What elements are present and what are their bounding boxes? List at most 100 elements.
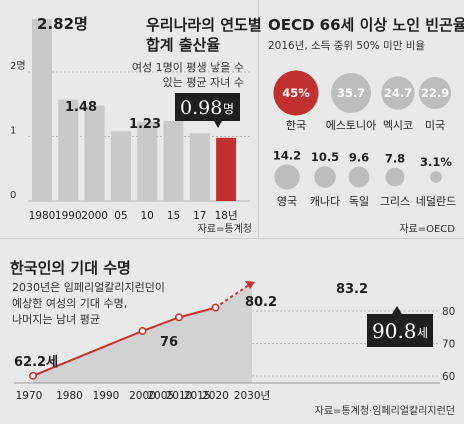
life-projection-line <box>214 282 253 309</box>
oecd-value-label: 7.8 <box>385 152 405 166</box>
oecd-country-label: 그리스 <box>380 195 410 208</box>
oecd-country-label: 캐나다 <box>310 195 340 208</box>
life-point-marker <box>175 313 183 322</box>
oecd-chart: OECD 66세 이상 노인 빈곤율 2016년, 소득 중위 50% 미만 비… <box>268 16 464 235</box>
life-x-tick-label: 1990 <box>93 390 120 402</box>
oecd-country-label: 독일 <box>349 194 369 208</box>
life-y-tick-label: 80 <box>442 306 455 318</box>
oecd-country-label: 에스토니아 <box>326 119 377 132</box>
fertility-x-tick-label: 1980 <box>29 210 56 222</box>
oecd-value-label: 14.2 <box>273 148 301 162</box>
fertility-subtitle-line1: 여성 1명이 평생 낳을 수 <box>132 61 244 74</box>
life-note-line2: 예상한 여성의 기대 수명, <box>12 297 127 310</box>
fertility-bar-1980 <box>32 19 52 201</box>
fertility-bar-10 <box>137 121 158 201</box>
fertility-bar-05 <box>110 131 131 201</box>
life-y-tick-label: 60 <box>442 371 455 383</box>
life-point-label-2010: 80.2 <box>245 295 277 310</box>
life-callout <box>367 314 433 347</box>
fertility-x-tick-label: 1990 <box>55 210 82 222</box>
life-x-tick-label: 2020 <box>202 390 229 402</box>
oecd-country-label: 네덜란드 <box>416 195 456 208</box>
fertility-bar-15 <box>163 121 184 201</box>
fertility-bars <box>32 19 237 201</box>
life-callout-unit: 세 <box>417 326 428 340</box>
oecd-bubble-한국 <box>273 70 319 116</box>
pointer-triangle-icon <box>214 121 222 128</box>
fertility-bar-17 <box>189 133 210 201</box>
life-note-line1: 2030년은 임페리얼칼리지런던이 <box>12 280 165 294</box>
oecd-title: OECD 66세 이상 노인 빈곤율 <box>268 16 464 34</box>
fertility-x-tick-label: 2000 <box>81 210 108 222</box>
life-x-tick-label: 2010 <box>166 390 193 402</box>
life-x-tick-label: 2000 <box>129 390 156 402</box>
life-point-label-2020: 83.2 <box>336 282 368 297</box>
oecd-value-label: 22.9 <box>421 86 449 100</box>
fertility-x-tick-label: 05 <box>114 210 127 222</box>
oecd-bubble-에스토니아 <box>330 72 372 114</box>
arrow-head-icon <box>245 280 255 289</box>
life-chart: 한국인의 기대 수명 2030년은 임페리얼칼리지런던이 예상한 여성의 기대 … <box>10 259 455 417</box>
life-x-tick-label: 1980 <box>56 390 83 402</box>
life-x-tick-label: 1970 <box>16 390 43 402</box>
life-x-tick-label: 2030년 <box>234 390 270 402</box>
fertility-x-tick-label: 10 <box>141 210 154 222</box>
fertility-y-tick-label: 2명 <box>10 60 26 72</box>
fertility-first-value-label: 2.82명 <box>37 15 88 33</box>
life-point-marker <box>138 327 147 335</box>
life-y-ticks: 60 70 80 <box>442 306 455 383</box>
fertility-x-tick-label: 17 <box>193 210 206 222</box>
oecd-bubble-미국 <box>418 76 452 110</box>
oecd-value-label: 24.7 <box>384 86 412 100</box>
life-point-marker <box>211 303 220 312</box>
life-note-line3: 나머지는 남녀 평균 <box>12 313 100 326</box>
section-divider-horizontal <box>0 238 464 239</box>
fertility-y-tick-label: 1 <box>10 126 16 137</box>
oecd-country-label: 미국 <box>425 119 445 132</box>
oecd-country-label: 영국 <box>277 195 297 208</box>
oecd-value-label: 10.5 <box>311 150 339 164</box>
oecd-bubble-독일 <box>348 166 370 188</box>
fertility-bar-18년 <box>216 137 237 201</box>
fertility-highlight-value: 0.98 <box>180 97 222 119</box>
fertility-highlight-unit: 명 <box>223 102 234 116</box>
life-area-series <box>14 280 440 384</box>
life-point-label-2000: 76 <box>160 335 178 350</box>
oecd-bubble-그리스 <box>385 167 405 187</box>
life-line <box>32 306 216 377</box>
life-source: 자료=통계청·임페리얼칼리지런던 <box>315 404 455 417</box>
pointer-triangle-icon <box>392 306 402 314</box>
fertility-y-tick-label: 0 <box>10 190 16 201</box>
fertility-bar-1990 <box>58 99 79 201</box>
life-point-marker <box>29 371 37 380</box>
fertility-bar-2000 <box>84 105 105 201</box>
oecd-value-label: 9.6 <box>349 151 369 165</box>
oecd-bubble-네덜란드 <box>430 171 442 183</box>
fertility-x-ticks: 1980 1990 2000 05 10 15 17 18년 <box>29 210 238 222</box>
fertility-y-ticks: 0 1 2명 <box>10 60 26 201</box>
oecd-bubble-영국 <box>274 164 300 190</box>
section-divider-vertical <box>258 0 259 238</box>
oecd-country-label: 한국 <box>286 119 306 132</box>
fertility-value-label-2000: 1.48 <box>65 100 97 115</box>
life-callout-value: 90.8 <box>372 319 417 343</box>
fertility-highlight-callout <box>175 93 240 121</box>
life-x-tick-label: 2005 <box>147 390 174 402</box>
life-y-tick-label: 70 <box>442 339 455 351</box>
fertility-value-label-10: 1.23 <box>129 117 161 132</box>
fertility-title-line1: 우리나라의 연도별 <box>146 16 262 34</box>
fertility-source: 자료=통계청 <box>198 223 252 235</box>
life-x-tick-label: 2015 <box>184 390 211 402</box>
fertility-x-tick-label: 18년 <box>215 210 238 222</box>
oecd-bubble-멕시코 <box>381 76 415 110</box>
oecd-value-label: 35.7 <box>337 86 365 100</box>
oecd-value-label: 45% <box>282 86 310 100</box>
life-title: 한국인의 기대 수명 <box>10 259 131 277</box>
fertility-title-line2: 합계 출산율 <box>146 36 220 54</box>
fertility-subtitle-line2: 있는 평균 자녀 수 <box>163 76 244 89</box>
life-point-label-1970: 62.2세 <box>14 355 58 370</box>
fertility-x-tick-label: 15 <box>167 210 180 222</box>
